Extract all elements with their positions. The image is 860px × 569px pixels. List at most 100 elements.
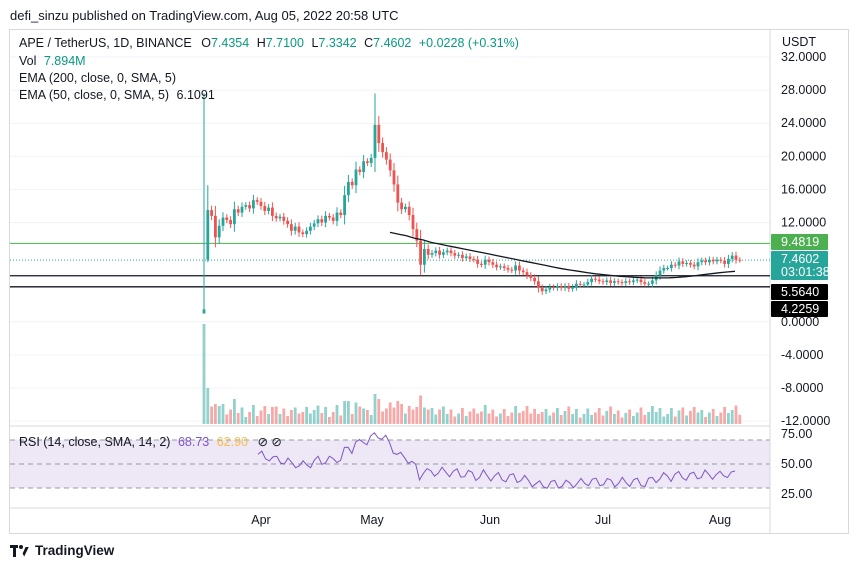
volume-bar [586,408,590,424]
candle-body [643,282,647,284]
candle-body [476,259,479,264]
candle-body [236,209,240,213]
volume-bar [727,413,730,424]
volume-bar [434,414,438,424]
volume-bar [662,416,666,424]
candle-body [605,280,609,283]
candle-body [252,200,255,209]
candle-body [449,250,453,254]
ema200-label[interactable]: EMA (200, close, 0, SMA, 5) [19,71,177,85]
volume-bar [244,417,248,424]
volume-bar [229,409,232,424]
candle-body [594,278,597,280]
volume-bar [643,415,647,424]
volume-bar [533,409,536,424]
candle-body [202,309,206,314]
volume-bar [343,401,346,424]
volume-bar [377,399,381,424]
rsi-value: 68.73 [177,435,210,449]
price-tick-label: 0.0000 [781,315,819,329]
candle-body [616,281,620,283]
candle-body [506,268,510,270]
candle-body [328,215,331,218]
candle-body [407,206,411,216]
candle-body [461,254,464,259]
ema50-value: 6.1091 [176,88,215,102]
candle-body [518,265,521,271]
symbol-name[interactable]: APE / TetherUS, 1D, BINANCE [19,36,192,50]
candle-body [445,250,449,253]
volume-bar [449,409,453,424]
candle-body [521,270,525,273]
candle-body [385,152,388,160]
candle-body [552,287,555,289]
volume-bar [430,408,434,424]
candle-body [696,262,700,267]
candle-body [597,279,601,282]
volume-bar [613,414,616,424]
volume-bar [305,407,308,424]
volume-bar [719,412,723,424]
volume-bar [324,407,327,424]
high-label: H [256,36,266,50]
change-value: +0.0228 (+0.31%) [418,36,519,50]
volume-bar [388,402,392,424]
price-tick-label: -8.0000 [781,381,823,395]
volume-bar [202,324,206,424]
volume-bar [673,416,677,424]
volume-label[interactable]: Vol [19,54,37,68]
volume-bar [601,415,605,424]
volume-bar [639,407,643,424]
volume-bar [274,406,278,424]
volume-value: 7.894M [43,54,86,68]
candle-body [301,232,305,235]
candle-body [240,206,244,213]
candle-body [586,282,590,285]
candle-body [286,220,289,225]
candle-body [620,282,624,284]
candle-body [556,286,559,288]
candle-body [324,215,327,223]
candle-body [700,260,704,263]
volume-bar [730,410,734,424]
volume-bar [263,406,267,424]
candle-body [423,248,426,265]
volume-bar [510,412,514,424]
volume-bar [240,407,244,424]
price-tick-label: 28.0000 [781,83,826,97]
legend-rsi-row: RSI (14, close, SMA, 14, 2) 68.73 62.90 … [19,434,282,449]
candle-body [419,240,422,265]
rsi-label[interactable]: RSI (14, close, SMA, 14, 2) [19,435,171,449]
price-tick-label: -4.0000 [781,348,823,362]
candle-body [438,250,441,255]
rsi-line [257,432,736,489]
volume-bar [309,413,312,424]
volume-bar [248,412,251,424]
rsi-tick-label: 50.00 [781,457,812,471]
volume-bar [369,415,373,424]
currency-label: USDT [782,35,816,49]
open-value: 7.4354 [210,36,250,50]
volume-bar [582,414,586,424]
candle-body [331,217,335,221]
candle-body [537,281,540,288]
candle-body [415,229,419,241]
volume-bar [316,405,320,424]
volume-bar [271,407,274,424]
candle-body [632,280,635,283]
candle-body [312,223,316,227]
rsi-tick-label: 75.00 [781,427,812,441]
ema50-label[interactable]: EMA (50, close, 0, SMA, 5) [19,88,170,102]
candle-body [388,159,392,171]
volume-bar [578,417,582,424]
candle-body [548,287,552,290]
volume-bar [350,414,354,424]
candle-body [366,161,369,163]
tradingview-brand: TradingView [10,543,114,558]
volume-bar [651,406,654,424]
candle-body [719,259,723,261]
visibility-icons[interactable]: ⊘ ⊘ [257,435,282,449]
volume-bar [236,413,240,424]
volume-bar [521,411,525,424]
